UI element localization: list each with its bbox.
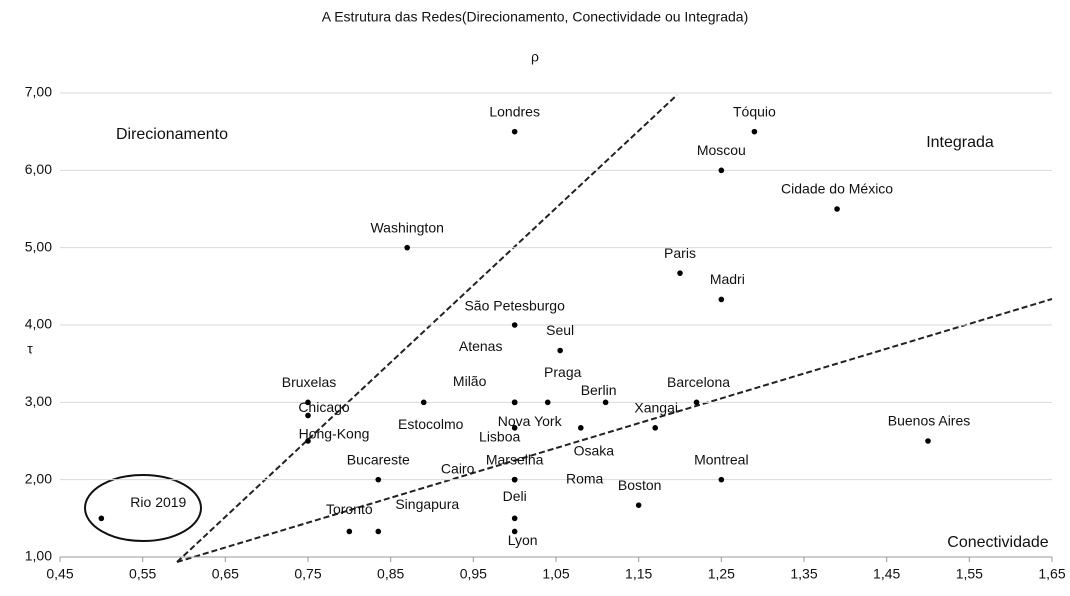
point-label: Bucareste — [347, 451, 410, 467]
point — [346, 528, 353, 535]
annotation: Integrada — [926, 134, 994, 151]
point — [511, 425, 518, 431]
point-label: Toronto — [326, 501, 373, 517]
point-label: Lisboa — [479, 429, 520, 445]
point — [635, 502, 642, 508]
x-tick-label: 1,45 — [873, 566, 900, 582]
point — [511, 515, 518, 522]
point-label: Estocolmo — [398, 416, 464, 432]
point-label: Osaka — [574, 443, 615, 459]
boundary-line — [176, 94, 678, 563]
point — [718, 476, 725, 483]
point-label: Berlin — [581, 382, 617, 398]
x-tick-label: 0,45 — [46, 566, 73, 582]
x-tick-label: 1,55 — [956, 566, 983, 582]
point-label: Montreal — [694, 451, 748, 467]
boundary-line — [176, 298, 1053, 563]
point-label: Chicago — [298, 399, 350, 415]
point-label: Moscou — [697, 142, 746, 158]
point-label: Madri — [710, 271, 745, 287]
point — [420, 399, 427, 406]
point — [718, 167, 725, 174]
y-tick-label: 5,00 — [25, 238, 52, 254]
point — [578, 425, 584, 431]
point-label: Barcelona — [667, 374, 730, 390]
point-label: Cidade do México — [781, 181, 893, 197]
point-label: Cairo — [441, 460, 475, 476]
point-label: Milão — [453, 373, 487, 389]
point — [511, 476, 518, 483]
point — [834, 206, 840, 212]
point-label: Nova York — [498, 413, 563, 429]
highlight-ellipse — [84, 474, 202, 542]
point — [511, 128, 518, 135]
point-label: Roma — [566, 470, 604, 486]
x-tick-label: 0,55 — [129, 566, 156, 582]
point-label: Praga — [544, 364, 582, 380]
point-label: Paris — [664, 245, 696, 261]
point — [925, 438, 931, 444]
annotation: Direcionamento — [116, 126, 228, 143]
annotation: Conectividade — [947, 534, 1049, 551]
x-tick-label: 1,15 — [625, 566, 652, 582]
point — [693, 399, 700, 406]
y-axis-label: τ — [27, 341, 33, 357]
point — [404, 244, 411, 251]
point-label: Xangai — [634, 400, 678, 416]
y-tick-label: 6,00 — [25, 161, 52, 177]
y-tick-label: 7,00 — [25, 84, 52, 100]
point-label: Rio 2019 — [130, 494, 186, 510]
point — [557, 347, 563, 354]
point-label: Buenos Aires — [888, 413, 971, 429]
point-label: Marselha — [486, 451, 544, 467]
point-label: Hong-Kong — [299, 426, 370, 442]
point — [375, 476, 382, 483]
point — [511, 322, 518, 328]
point — [511, 528, 518, 535]
point-label: Tóquio — [733, 103, 776, 119]
point-label: Washington — [370, 219, 443, 235]
x-tick-label: 0,75 — [294, 566, 321, 582]
x-tick-label: 1,25 — [708, 566, 735, 582]
x-axis-label: ρ — [531, 49, 539, 65]
y-tick-label: 4,00 — [25, 316, 52, 332]
x-tick-label: 1,65 — [1038, 566, 1065, 582]
point-label: Deli — [503, 488, 527, 504]
x-tick-label: 0,65 — [212, 566, 239, 582]
point — [544, 399, 551, 406]
point-label: Singapura — [395, 496, 459, 512]
point — [305, 438, 311, 444]
point-label: Atenas — [459, 338, 503, 354]
x-tick-label: 0,85 — [377, 566, 404, 582]
point — [602, 399, 609, 406]
point-label: São Petesburgo — [464, 298, 565, 314]
point — [677, 270, 683, 276]
point — [98, 515, 105, 522]
chart-title: A Estrutura das Redes(Direcionamento, Co… — [322, 9, 748, 25]
x-tick-label: 1,35 — [790, 566, 817, 582]
point — [718, 296, 725, 303]
y-tick-label: 3,00 — [25, 393, 52, 409]
y-tick-label: 2,00 — [25, 470, 52, 486]
point — [305, 399, 311, 406]
x-tick-label: 0,95 — [460, 566, 487, 582]
x-tick-label: 1,05 — [542, 566, 569, 582]
point-label: Boston — [618, 477, 662, 493]
point — [652, 425, 658, 431]
point — [511, 399, 518, 406]
point — [305, 412, 311, 419]
point-label: Londres — [489, 103, 540, 119]
point-label: Lyon — [508, 532, 538, 548]
point-label: Bruxelas — [282, 374, 336, 390]
point — [375, 528, 382, 535]
point-label: Seul — [546, 322, 574, 338]
y-tick-label: 1,00 — [25, 548, 52, 564]
point — [751, 128, 758, 135]
